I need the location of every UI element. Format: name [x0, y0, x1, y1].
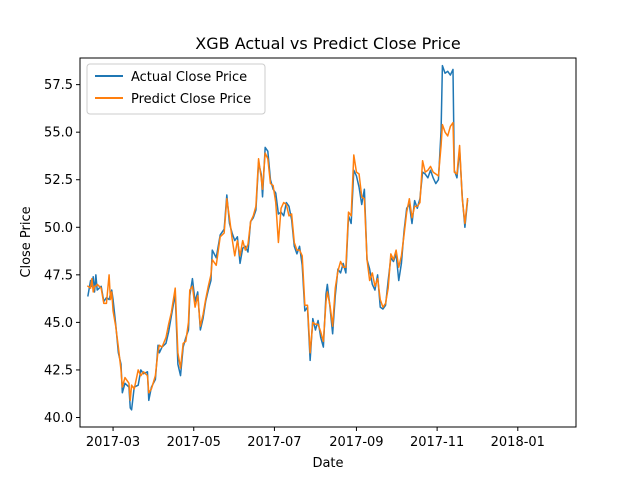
- chart-title: XGB Actual vs Predict Close Price: [195, 34, 460, 53]
- series-line-predict: [86, 121, 469, 402]
- legend-label-predict: Predict Close Price: [131, 92, 251, 107]
- x-axis-label: Date: [312, 456, 343, 471]
- series-layer: [86, 64, 469, 411]
- x-tick-label: 2017-11: [410, 435, 464, 450]
- legend-frame: [86, 63, 266, 115]
- y-tick-label: 45.0: [44, 316, 73, 331]
- legend-label-actual: Actual Close Price: [131, 70, 247, 85]
- plot-frame: [79, 57, 577, 428]
- x-tick-label: 2018-01: [491, 435, 545, 450]
- y-tick-label: 40.0: [44, 411, 73, 426]
- plot-area: [79, 57, 577, 428]
- y-axis: 40.0 42.5 45.0 47.5 50.0 52.5 55.0 57.5: [44, 78, 80, 426]
- x-tick-label: 2017-05: [167, 435, 221, 450]
- x-axis: 2017-03 2017-05 2017-07 2017-09 2017-11 2018-…: [86, 427, 545, 450]
- y-tick-label: 52.5: [44, 173, 73, 188]
- y-axis-label: Close Price: [19, 206, 34, 277]
- y-tick-label: 42.5: [44, 363, 73, 378]
- y-tick-label: 55.0: [44, 126, 73, 141]
- legend: Actual Close Price Predict Close Price: [86, 63, 266, 115]
- x-tick-label: 2017-07: [247, 435, 301, 450]
- y-tick-label: 57.5: [44, 78, 73, 93]
- x-tick-label: 2017-09: [329, 435, 383, 450]
- x-tick-label: 2017-03: [86, 435, 140, 450]
- y-tick-label: 50.0: [44, 221, 73, 236]
- y-tick-label: 47.5: [44, 268, 73, 283]
